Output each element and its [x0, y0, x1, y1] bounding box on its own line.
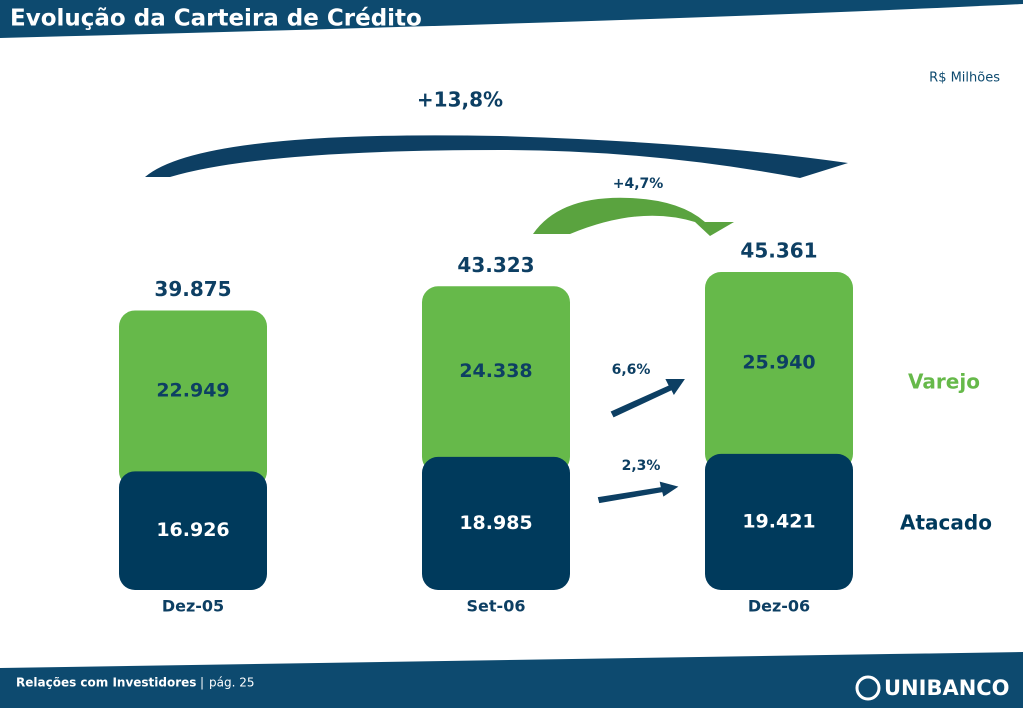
arrow-atacado — [597, 481, 679, 504]
footer-section: Relações com Investidores — [16, 676, 196, 690]
unit: R$ Milhões — [929, 71, 1000, 86]
bar-segment — [422, 286, 570, 473]
brand: UNIBANCO — [884, 676, 1010, 700]
arrow-varejo — [610, 379, 685, 418]
title: Evolução da Carteira de Crédito — [10, 6, 422, 32]
x-tick-label: Set-06 — [467, 597, 526, 616]
arrow-quarter — [533, 197, 734, 236]
bar-segment — [119, 310, 267, 488]
growth-varejo: 6,6% — [612, 362, 651, 378]
total-label: 45.361 — [740, 239, 817, 263]
arrow-total — [145, 135, 848, 178]
total-label: 43.323 — [457, 253, 534, 277]
value-label: 25.940 — [742, 351, 815, 373]
bar-segment — [705, 272, 853, 470]
footer-bar — [0, 652, 1023, 708]
footer-sep: | — [200, 676, 204, 690]
growth-atacado: 2,3% — [622, 458, 661, 474]
growth-total: +13,8% — [417, 88, 503, 112]
bars: 22.949 16.926 39.875 Dez-05 24.338 18.985 43.3… — [119, 239, 992, 616]
bar-segment — [705, 453, 853, 590]
value-label: 19.421 — [742, 510, 815, 532]
bar-segment — [422, 456, 570, 590]
value-label: 18.985 — [459, 512, 532, 534]
growth-quarter: +4,7% — [613, 176, 664, 192]
value-label: 16.926 — [156, 519, 229, 541]
x-tick-label: Dez-06 — [748, 597, 810, 616]
total-label: 39.875 — [154, 277, 231, 301]
value-label: 24.338 — [459, 360, 532, 382]
x-tick-label: Dez-05 — [162, 597, 224, 616]
title-bar — [0, 0, 1023, 38]
value-label: 22.949 — [156, 379, 229, 401]
bar-segment — [119, 471, 267, 590]
legend-label: Atacado — [900, 511, 992, 535]
legend-label: Varejo — [908, 370, 980, 394]
logo-icon — [855, 675, 881, 701]
footer-page: pág. 25 — [209, 676, 255, 690]
